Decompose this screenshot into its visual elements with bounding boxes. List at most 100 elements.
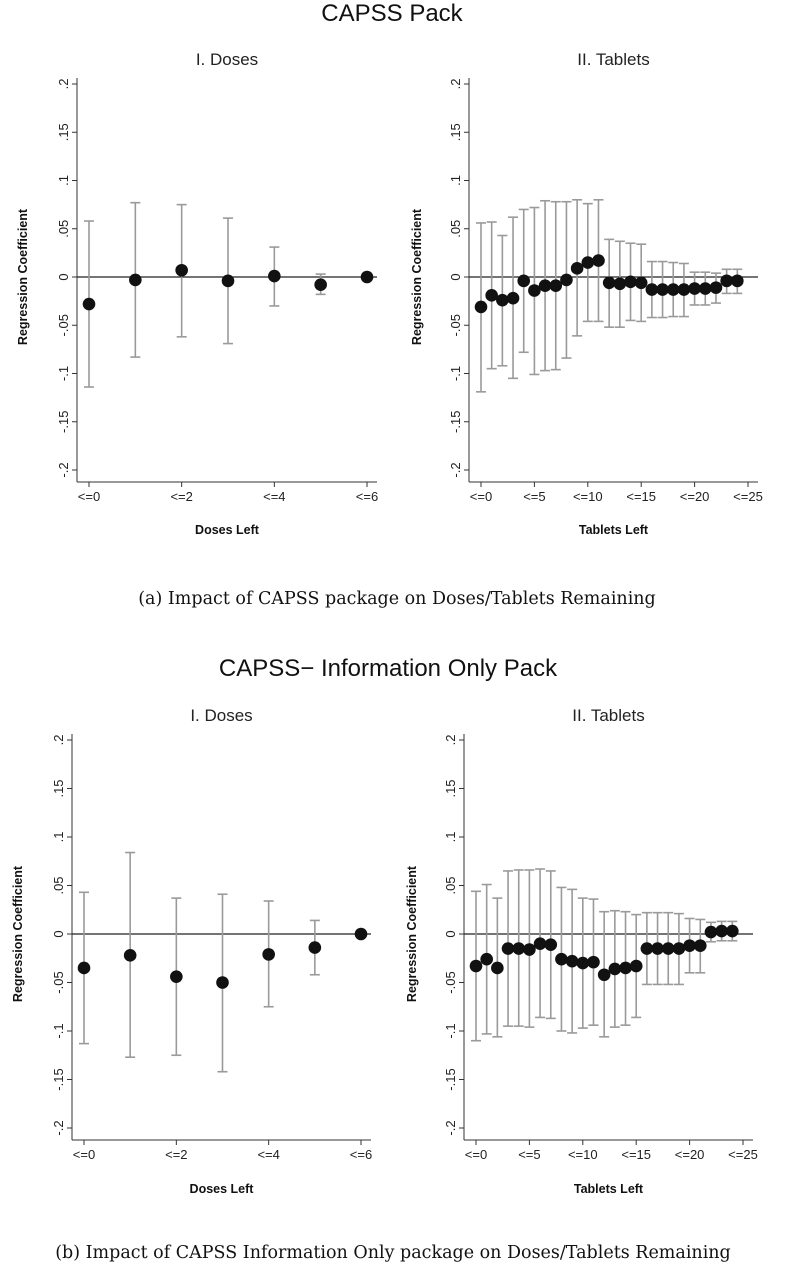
y-tick-label: .2 xyxy=(56,79,71,90)
data-point xyxy=(576,956,590,970)
y-tick-label: -.2 xyxy=(51,1120,66,1135)
data-point xyxy=(469,959,483,973)
data-point xyxy=(480,952,493,966)
y-tick-label: -.2 xyxy=(56,462,71,477)
figure-a-caption: (a) Impact of CAPSS package on Doses/Tab… xyxy=(138,589,656,609)
data-point xyxy=(726,924,739,938)
data-point xyxy=(175,263,188,277)
data-point xyxy=(661,942,675,955)
x-tick-label: <=15 xyxy=(626,489,656,504)
x-axis-title: Doses Left xyxy=(195,523,260,537)
y-tick-label: .05 xyxy=(51,876,66,894)
chart-panel-4: II. Tablets -.2 -.15 -.1 -.05 0 .05 .1 .15 .2 <=0 <… xyxy=(405,706,758,1196)
x-tick-label: <=4 xyxy=(263,489,285,504)
data-point xyxy=(608,962,622,976)
y-tick-label: -.15 xyxy=(448,411,463,433)
x-axis-title: Doses Left xyxy=(190,1182,255,1196)
y-tick-label: .2 xyxy=(443,735,458,746)
data-point xyxy=(354,927,368,941)
data-point xyxy=(533,937,547,950)
data-point xyxy=(170,970,183,983)
y-tick-label: -.2 xyxy=(448,462,463,477)
x-tick-label: <=0 xyxy=(73,1147,95,1162)
data-point xyxy=(506,291,520,305)
data-point xyxy=(613,277,627,291)
figure-b-title: CAPSS− Information Only Pack xyxy=(219,655,558,682)
y-axis-title: Regression Coefficient xyxy=(410,208,424,345)
y-tick-label: .15 xyxy=(443,779,458,797)
data-point xyxy=(123,949,137,962)
y-tick-label: 0 xyxy=(51,930,66,937)
data-point xyxy=(683,939,696,952)
y-tick-label: -.05 xyxy=(448,314,463,336)
y-tick-label: -.15 xyxy=(51,1068,66,1090)
y-tick-label: .05 xyxy=(448,220,463,238)
y-tick-label: -.1 xyxy=(443,1023,458,1038)
data-point xyxy=(602,276,616,290)
y-tick-label: -.1 xyxy=(448,366,463,381)
data-point xyxy=(709,281,723,294)
data-point xyxy=(597,968,611,982)
data-point xyxy=(523,943,536,956)
data-point xyxy=(731,274,744,288)
data-point xyxy=(672,942,686,955)
data-point xyxy=(512,942,526,955)
data-point xyxy=(491,961,504,975)
data-point xyxy=(698,282,712,295)
y-axis-title: Regression Coefficient xyxy=(11,865,25,1002)
data-point xyxy=(565,954,579,968)
y-tick-label: -.1 xyxy=(56,366,71,381)
y-tick-label: .1 xyxy=(443,832,458,843)
y-tick-label: 0 xyxy=(443,930,458,937)
data-point xyxy=(268,269,281,283)
data-point xyxy=(485,289,498,302)
y-tick-label: .05 xyxy=(443,876,458,894)
y-tick-label: 0 xyxy=(56,273,71,280)
y-tick-label: .1 xyxy=(56,175,71,186)
x-axis-title: Tablets Left xyxy=(574,1182,644,1196)
x-axis-title: Tablets Left xyxy=(579,523,649,537)
x-tick-label: <=2 xyxy=(165,1147,187,1162)
data-point xyxy=(651,942,664,955)
panel-title: II. Tablets xyxy=(577,50,649,69)
data-point xyxy=(555,952,568,966)
data-point xyxy=(677,283,691,296)
y-tick-label: -.15 xyxy=(443,1068,458,1090)
data-point xyxy=(634,276,648,290)
x-tick-label: <=4 xyxy=(257,1147,279,1162)
data-point xyxy=(570,262,584,275)
y-tick-label: -.1 xyxy=(51,1023,66,1038)
x-tick-label: <=15 xyxy=(621,1147,651,1162)
data-point xyxy=(549,279,563,292)
data-point xyxy=(666,283,680,296)
data-point xyxy=(640,942,654,955)
y-tick-label: .2 xyxy=(448,79,463,90)
x-tick-label: <=6 xyxy=(350,1147,372,1162)
y-tick-label: .05 xyxy=(56,220,71,238)
data-point xyxy=(656,283,669,296)
y-tick-label: .2 xyxy=(51,735,66,746)
data-point xyxy=(629,959,643,973)
y-tick-label: -.15 xyxy=(56,411,71,433)
chart-panel-1: I. Doses -.2 -.15 -.1 -.05 0 .05 .1 .15 .2 <=0 <=2 <… xyxy=(16,50,378,537)
data-point xyxy=(82,297,96,311)
data-point xyxy=(501,942,515,955)
y-axis-title: Regression Coefficient xyxy=(405,865,419,1002)
x-tick-label: <=25 xyxy=(728,1147,758,1162)
data-point xyxy=(624,275,637,289)
x-tick-label: <=0 xyxy=(78,489,100,504)
panel-title: I. Doses xyxy=(196,50,258,69)
data-point xyxy=(715,924,728,938)
x-tick-label: <=10 xyxy=(573,489,603,504)
data-point xyxy=(474,300,488,314)
y-tick-label: -.2 xyxy=(443,1120,458,1135)
y-tick-label: .1 xyxy=(448,175,463,186)
data-point xyxy=(517,274,531,288)
chart-panel-3: I. Doses -.2 -.15 -.1 -.05 0 .05 .1 .15 .2 <=0 <=2 <… xyxy=(11,706,372,1196)
y-axis-title: Regression Coefficient xyxy=(16,208,30,345)
panel-title: II. Tablets xyxy=(572,706,644,725)
y-tick-label: .1 xyxy=(51,832,66,843)
data-point xyxy=(360,270,374,284)
y-tick-label: -.05 xyxy=(443,971,458,993)
data-point xyxy=(216,976,229,989)
